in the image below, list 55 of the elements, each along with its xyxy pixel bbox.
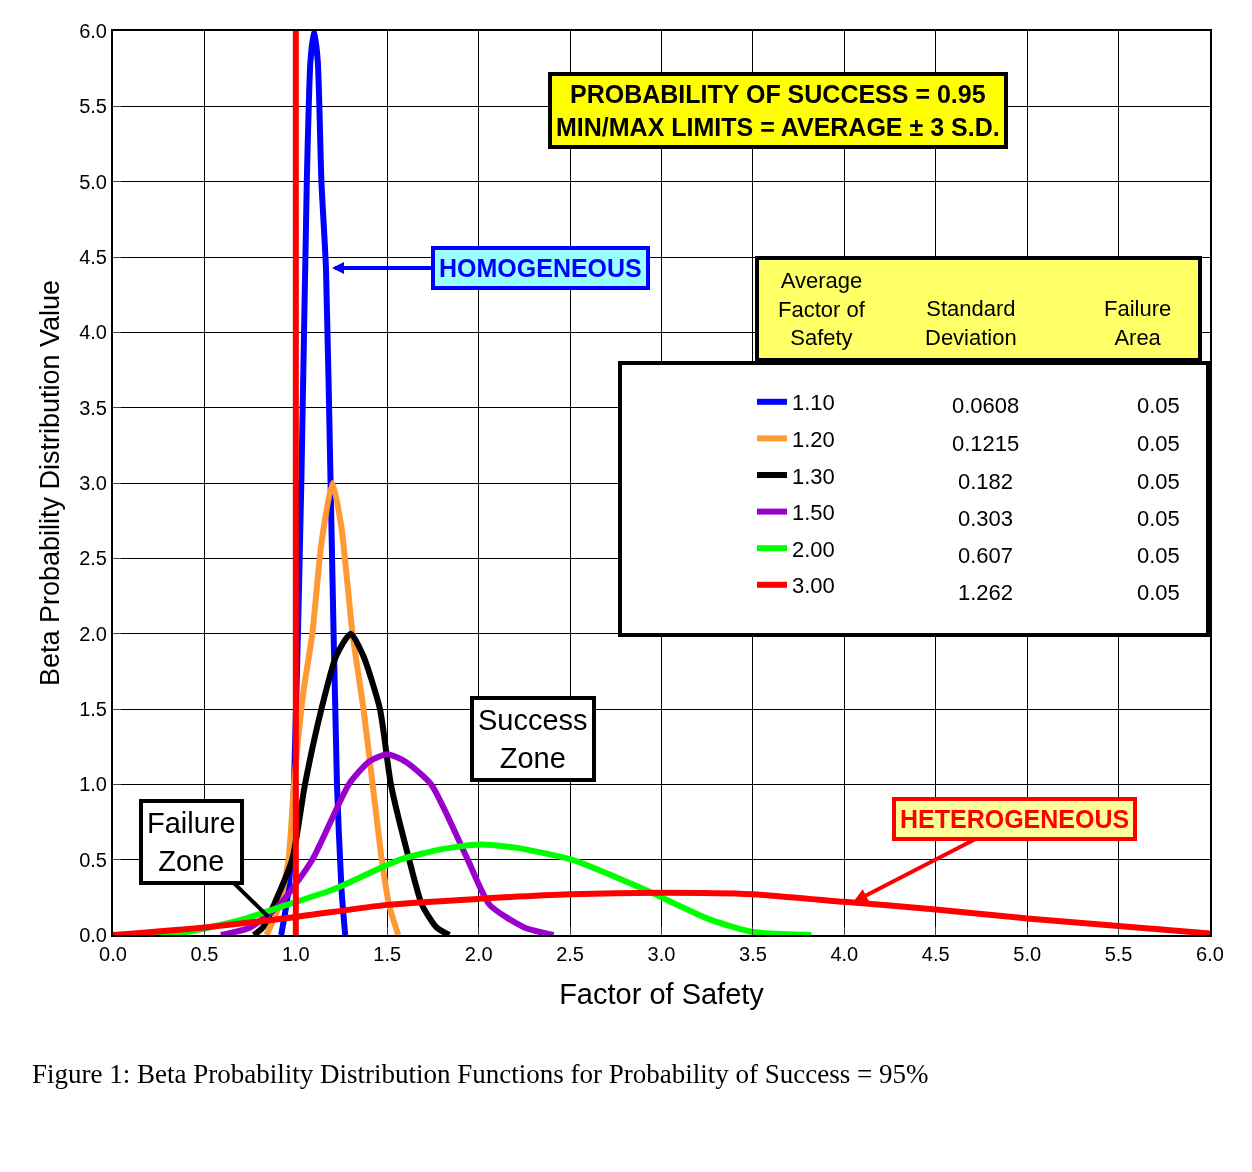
- legend-label: 3.00: [792, 573, 835, 599]
- y-tick-label: 0.0: [79, 924, 107, 946]
- x-tick-label: 0.5: [190, 943, 219, 965]
- y-tick-label: 1.5: [79, 698, 107, 720]
- y-tick-label: 2.5: [79, 547, 107, 570]
- annotation: Failure Area: [1104, 296, 1172, 350]
- y-tick-label: 4.0: [79, 321, 107, 344]
- y-tick-label: 3.5: [79, 396, 107, 419]
- x-tick-label: 4.0: [830, 943, 859, 965]
- y-tick-label: 6.0: [79, 20, 107, 42]
- annotation: HETEROGENEOUS: [900, 805, 1130, 833]
- annotation: 0.05: [1137, 506, 1180, 531]
- annotation: 0.0608: [952, 393, 1020, 418]
- x-tick-label: 2.5: [556, 943, 584, 965]
- annotation: 0.05: [1137, 580, 1180, 605]
- annotation: 0.303: [958, 506, 1014, 531]
- y-tick-label: 3.0: [79, 472, 107, 494]
- x-tick-label: 4.5: [921, 943, 950, 965]
- x-tick-label: 1.0: [281, 943, 310, 965]
- x-tick-label: 5.0: [1013, 943, 1042, 965]
- annotation: 0.05: [1137, 431, 1180, 456]
- x-tick-label: 5.5: [1104, 943, 1133, 965]
- legend-label: 1.50: [792, 500, 835, 526]
- x-tick-label: 3.5: [739, 943, 767, 965]
- y-tick-label: 5.5: [79, 95, 107, 118]
- y-tick-label: 2.0: [79, 622, 107, 645]
- annotation: 0.1215: [952, 431, 1020, 456]
- annotation: 0.182: [958, 469, 1014, 494]
- annotation: 1.262: [958, 580, 1014, 605]
- annotation: Average Factor of Safety: [778, 268, 866, 351]
- annotation: Failure Zone: [147, 807, 236, 877]
- x-axis-title: Factor of Safety: [559, 978, 765, 1011]
- x-tick-label: 6.0: [1196, 943, 1224, 965]
- caption: Figure 1: Beta Probability Distribution Functions for Probability of Success = 95%: [32, 1059, 929, 1089]
- annotation: 0.05: [1137, 543, 1180, 568]
- annotation: PROBABILITY OF SUCCESS = 0.95 MIN/MAX LIMITS = AVERAGE ± 3 S.D.: [556, 80, 1000, 141]
- x-tick-label: 2.0: [464, 943, 493, 965]
- x-tick-label: 0.0: [99, 943, 127, 965]
- y-axis-title: Beta Probability Distribution Value: [34, 279, 65, 687]
- annotation: 0.05: [1137, 469, 1180, 494]
- legend-label: 2.00: [792, 536, 835, 562]
- annotation: 0.05: [1137, 393, 1180, 418]
- annotation: 0.607: [958, 543, 1014, 568]
- y-tick-label: 1.0: [79, 773, 107, 796]
- annotation: HOMOGENEOUS: [439, 254, 642, 282]
- annotation: Standard Deviation: [925, 296, 1017, 350]
- x-tick-label: 1.5: [373, 943, 402, 965]
- legend-label: 1.30: [792, 463, 835, 489]
- y-tick-label: 0.5: [79, 848, 107, 871]
- legend-label: 1.20: [792, 426, 835, 452]
- legend-label: 1.10: [792, 390, 835, 416]
- y-tick-label: 4.5: [79, 246, 107, 268]
- y-tick-label: 5.0: [79, 170, 107, 193]
- x-tick-label: 3.0: [647, 943, 676, 965]
- annotation: Success Zone: [478, 704, 588, 774]
